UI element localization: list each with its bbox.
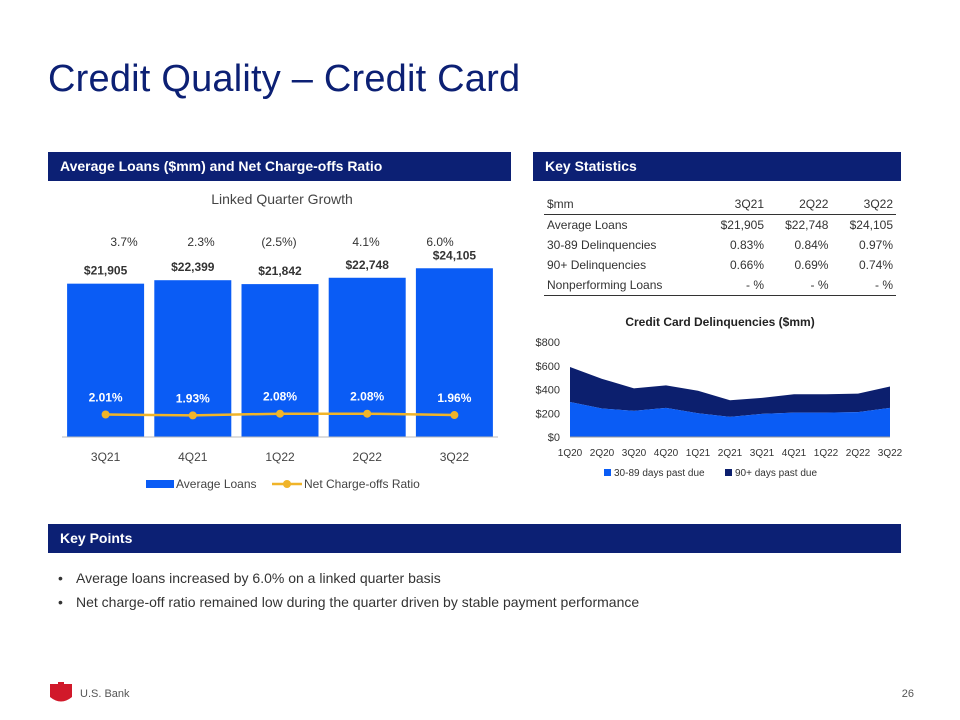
net-charge-offs-point — [101, 410, 110, 419]
list-item: • Net charge-off ratio remained low durin… — [58, 594, 639, 610]
key-statistics-table: $mm 3Q21 2Q22 3Q22 Average Loans $21,905… — [544, 195, 896, 296]
average-loans-bar — [415, 268, 493, 437]
us-bank-logo-icon — [50, 682, 72, 702]
key-point-text: Average loans increased by 6.0% on a lin… — [76, 570, 441, 586]
section-header-key-statistics: Key Statistics — [533, 152, 901, 181]
table-cell: 0.84% — [794, 237, 829, 252]
x-tick-label: 1Q21 — [686, 448, 711, 459]
ratio-value-label: 1.96% — [437, 391, 471, 405]
table-cell: 0.66% — [729, 257, 764, 272]
column-header: 3Q22 — [831, 195, 896, 215]
growth-value: 2.3% — [187, 235, 215, 249]
table-cell: - % — [702, 275, 767, 296]
x-tick-label: 3Q21 — [91, 450, 121, 464]
legend-swatch-90-plus — [725, 469, 732, 476]
bar-value-label: $22,399 — [171, 260, 215, 274]
table-cell: 0.97% — [858, 237, 893, 252]
table-cell: Average Loans — [547, 217, 628, 232]
table-cell: 30-89 Delinquencies — [547, 237, 657, 252]
table-header-row: $mm 3Q21 2Q22 3Q22 — [544, 195, 896, 215]
section-header-key-points: Key Points — [48, 524, 901, 553]
table-cell: $24,105 — [849, 217, 893, 232]
list-item: • Average loans increased by 6.0% on a li… — [58, 570, 639, 586]
legend-label: 30-89 days past due — [614, 468, 705, 479]
legend-swatch-ratio-point — [283, 480, 291, 488]
net-charge-offs-point — [188, 411, 197, 420]
x-tick-label: 2Q21 — [718, 448, 743, 459]
table-cell: 0.83% — [729, 237, 764, 252]
x-tick-label: 2Q22 — [846, 448, 871, 459]
y-tick-label: $0 — [548, 432, 560, 444]
table-cell: - % — [831, 275, 896, 296]
net-charge-offs-point — [276, 409, 284, 418]
ratio-value-label: 2.08% — [350, 390, 384, 404]
x-tick-label: 1Q22 — [265, 450, 295, 464]
table-cell: 0.74% — [858, 257, 893, 272]
bullet-icon: • — [58, 594, 63, 610]
key-points-list: • Average loans increased by 6.0% on a li… — [58, 570, 639, 618]
legend-label: Net Charge-offs Ratio — [304, 477, 420, 491]
legend-swatch-30-89 — [604, 469, 611, 476]
legend-label: 90+ days past due — [735, 468, 817, 479]
growth-value: 6.0% — [426, 235, 454, 249]
linked-quarter-growth-heading: Linked Quarter Growth — [211, 191, 353, 207]
delinquencies-chart: Credit Card Delinquencies ($mm) $0 $200 $40… — [536, 315, 903, 479]
table-cell: $22,748 — [785, 217, 829, 232]
section-header-average-loans: Average Loans ($mm) and Net Charge-offs … — [48, 152, 511, 181]
table-row: Nonperforming Loans - % - % - % — [544, 275, 896, 296]
x-tick-label: 3Q22 — [878, 448, 903, 459]
growth-value: 3.7% — [110, 235, 138, 249]
page-title: Credit Quality – Credit Card — [48, 58, 521, 100]
table-cell: - % — [767, 275, 832, 296]
bar-value-label: $22,748 — [346, 258, 390, 272]
bar-value-label: $21,842 — [258, 264, 302, 278]
table-row: 90+ Delinquencies 0.66% 0.69% 0.74% — [544, 255, 896, 275]
x-tick-label: 4Q20 — [654, 448, 679, 459]
average-loans-chart: $21,905 $22,399 $21,842 $22,748 $24,105 2.01%… — [62, 248, 498, 491]
average-loans-bar — [154, 280, 232, 437]
legend-swatch-average-loans — [146, 480, 174, 488]
y-tick-label: $400 — [536, 385, 560, 397]
column-header: $mm — [544, 195, 703, 215]
x-tick-label: 3Q22 — [440, 450, 470, 464]
x-tick-label: 4Q21 — [782, 448, 807, 459]
table-cell: Nonperforming Loans — [544, 275, 703, 296]
chart-title: Credit Card Delinquencies ($mm) — [625, 315, 814, 329]
ratio-value-label: 2.08% — [263, 390, 297, 404]
x-tick-label: 4Q21 — [178, 450, 208, 464]
y-tick-label: $200 — [536, 408, 560, 420]
ratio-value-label: 1.93% — [176, 391, 210, 405]
x-tick-label: 1Q22 — [814, 448, 839, 459]
bar-value-label: $21,905 — [84, 264, 128, 278]
area-30-89-days — [570, 401, 890, 437]
legend-label: Average Loans — [176, 477, 257, 491]
table-cell: 90+ Delinquencies — [547, 257, 647, 272]
net-charge-offs-point — [363, 409, 372, 418]
table-cell: $21,905 — [720, 217, 764, 232]
net-charge-offs-point — [450, 411, 459, 420]
x-tick-label: 3Q20 — [622, 448, 647, 459]
x-tick-label: 3Q21 — [750, 448, 775, 459]
table-cell: 0.69% — [794, 257, 829, 272]
key-point-text: Net charge-off ratio remained low during… — [76, 594, 640, 610]
x-tick-label: 2Q22 — [353, 450, 383, 464]
column-header: 2Q22 — [767, 195, 832, 215]
table-row: 30-89 Delinquencies 0.83% 0.84% 0.97% — [544, 235, 896, 255]
growth-value: 4.1% — [352, 235, 380, 249]
x-tick-label: 1Q20 — [558, 448, 583, 459]
x-tick-label: 2Q20 — [590, 448, 615, 459]
growth-value: (2.5%) — [261, 235, 297, 249]
y-tick-label: $800 — [536, 337, 560, 349]
column-header: 3Q21 — [702, 195, 767, 215]
bar-value-label: $24,105 — [433, 248, 477, 262]
ratio-value-label: 2.01% — [89, 390, 123, 404]
area-90-plus-days — [570, 366, 890, 417]
page-number: 26 — [901, 688, 914, 700]
table-row: Average Loans $21,905 $22,748 $24,105 — [544, 215, 896, 236]
bullet-icon: • — [58, 570, 63, 586]
footer-brand: U.S. Bank — [80, 688, 130, 700]
y-tick-label: $600 — [536, 361, 560, 373]
